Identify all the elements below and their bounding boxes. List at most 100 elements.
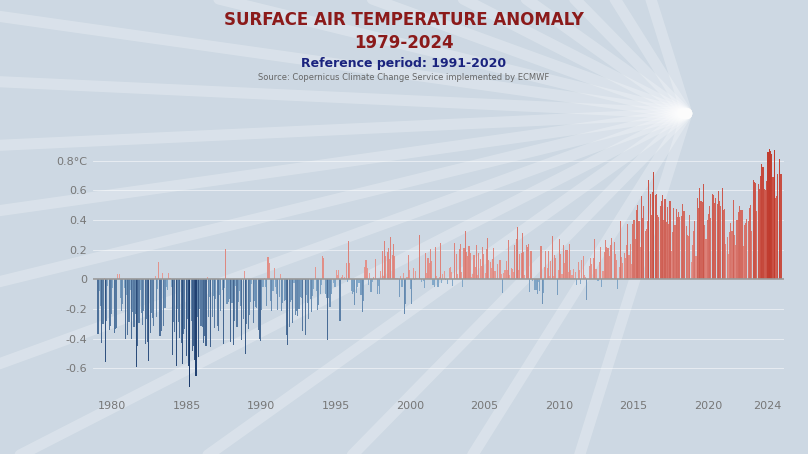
Bar [117, 273, 119, 279]
Bar [416, 277, 418, 279]
Bar [309, 279, 311, 299]
Bar [597, 279, 599, 281]
Bar [128, 279, 129, 322]
Bar [536, 279, 537, 290]
Bar [242, 279, 244, 319]
Bar [550, 261, 551, 279]
Bar [385, 256, 386, 279]
Bar [249, 279, 250, 316]
Bar [145, 279, 147, 319]
Bar [293, 279, 295, 283]
Bar [719, 201, 720, 279]
Bar [342, 275, 343, 279]
Bar [485, 273, 486, 279]
Bar [437, 279, 439, 287]
Bar [246, 279, 247, 324]
Bar [771, 154, 772, 279]
Bar [441, 279, 442, 282]
Bar [290, 279, 291, 302]
Bar [230, 279, 231, 342]
Bar [255, 279, 256, 307]
Bar [595, 269, 596, 279]
Bar [523, 252, 524, 279]
Bar [213, 279, 214, 296]
Bar [274, 268, 275, 279]
Bar [172, 279, 173, 355]
Bar [581, 260, 583, 279]
Bar [370, 279, 372, 292]
Bar [460, 244, 461, 279]
Bar [613, 242, 615, 279]
Bar [436, 276, 437, 279]
Bar [165, 279, 166, 308]
Bar [758, 184, 759, 279]
Bar [736, 221, 738, 279]
Bar [318, 279, 319, 305]
Bar [756, 211, 757, 279]
Bar [545, 252, 546, 279]
Bar [766, 181, 768, 279]
Bar [480, 259, 481, 279]
Bar [261, 279, 263, 310]
Bar [451, 271, 452, 279]
Bar [720, 206, 722, 279]
Bar [105, 279, 106, 362]
Bar [173, 279, 175, 322]
Bar [386, 252, 388, 279]
Bar [703, 183, 704, 279]
Bar [319, 279, 321, 294]
Bar [445, 279, 446, 280]
Bar [427, 258, 428, 279]
Bar [554, 255, 555, 279]
Bar [348, 241, 349, 279]
Bar [312, 279, 314, 296]
Bar [712, 194, 713, 279]
Bar [749, 208, 750, 279]
Bar [425, 253, 426, 279]
Bar [642, 218, 643, 279]
Bar [723, 210, 724, 279]
Bar [372, 277, 374, 279]
Bar [667, 207, 668, 279]
Bar [627, 224, 629, 279]
Bar [709, 206, 710, 279]
Bar [405, 279, 406, 304]
Bar [311, 279, 312, 312]
Bar [358, 279, 359, 282]
Bar [626, 245, 627, 279]
Bar [476, 245, 477, 279]
Bar [357, 279, 358, 287]
Bar [130, 279, 131, 290]
Bar [694, 221, 696, 279]
Bar [710, 218, 712, 279]
Bar [506, 261, 507, 279]
Bar [528, 244, 529, 279]
Bar [693, 231, 694, 279]
Bar [496, 278, 497, 279]
Bar [580, 279, 581, 284]
Bar [353, 279, 354, 292]
Bar [553, 276, 554, 279]
Bar [483, 254, 485, 279]
Bar [513, 271, 514, 279]
Bar [335, 271, 337, 279]
Bar [566, 250, 567, 279]
Bar [107, 279, 108, 286]
Bar [258, 279, 259, 330]
Bar [112, 279, 113, 288]
Bar [770, 151, 771, 279]
Bar [773, 150, 775, 279]
Bar [266, 279, 267, 306]
Bar [622, 263, 624, 279]
Bar [605, 240, 606, 279]
Bar [116, 279, 117, 328]
Bar [124, 279, 126, 339]
Bar [573, 269, 574, 279]
Bar [546, 267, 548, 279]
Bar [448, 268, 450, 279]
Bar [638, 221, 639, 279]
Bar [555, 258, 557, 279]
Bar [643, 206, 645, 279]
Bar [351, 279, 353, 294]
Bar [179, 279, 180, 338]
